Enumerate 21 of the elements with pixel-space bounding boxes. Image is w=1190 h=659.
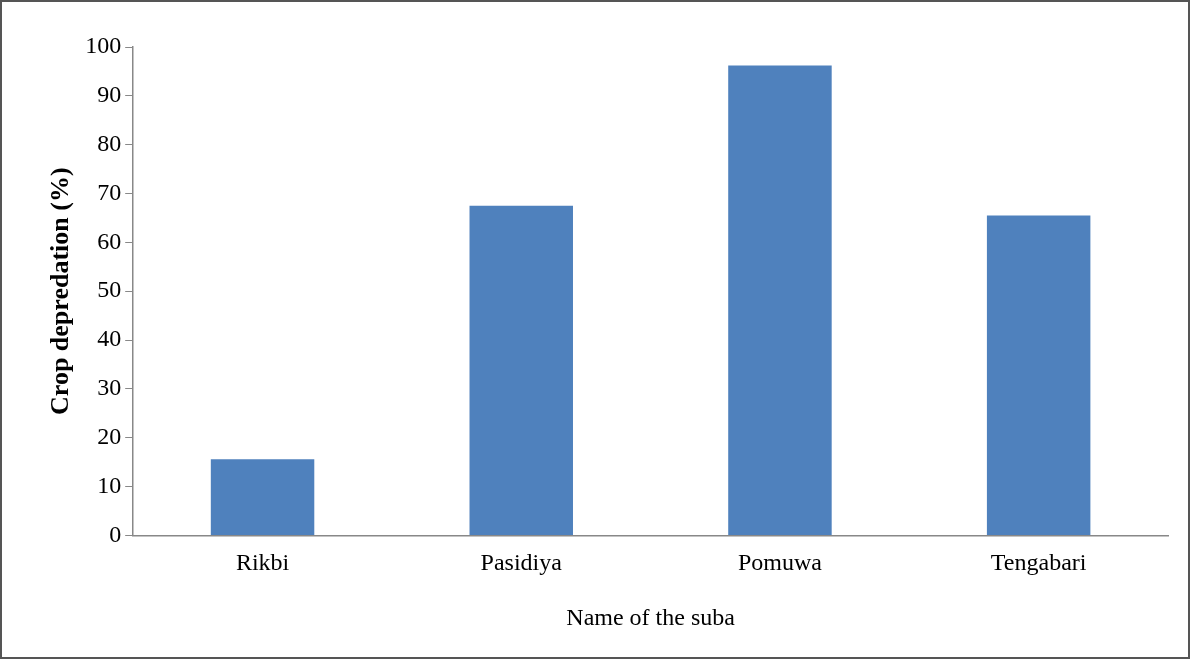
y-tick-label: 80: [97, 129, 122, 156]
y-tick-label: 60: [97, 227, 122, 254]
bar: [986, 215, 1091, 535]
y-axis-title: Crop depredation (%): [45, 167, 75, 415]
bar: [469, 205, 573, 535]
y-tick-label: 0: [109, 520, 122, 547]
x-tick-label: Pomuwa: [737, 549, 823, 576]
y-tick-label: 50: [97, 276, 122, 303]
bar: [728, 65, 832, 535]
bar: [210, 459, 315, 535]
y-tick-label: 90: [97, 81, 122, 108]
y-tick-label: 10: [97, 471, 122, 498]
y-tick-label: 40: [97, 325, 122, 352]
x-tick-label: Pasidiya: [480, 549, 563, 576]
y-tick-label: 70: [97, 178, 122, 205]
x-tick-label: Rikbi: [235, 549, 290, 576]
x-axis-title: Name of the suba: [566, 603, 736, 630]
y-tick-label: 30: [97, 374, 122, 401]
y-tick-label: 20: [97, 423, 122, 450]
y-tick-label: 100: [85, 32, 122, 59]
x-tick-label: Tengabari: [990, 549, 1087, 576]
